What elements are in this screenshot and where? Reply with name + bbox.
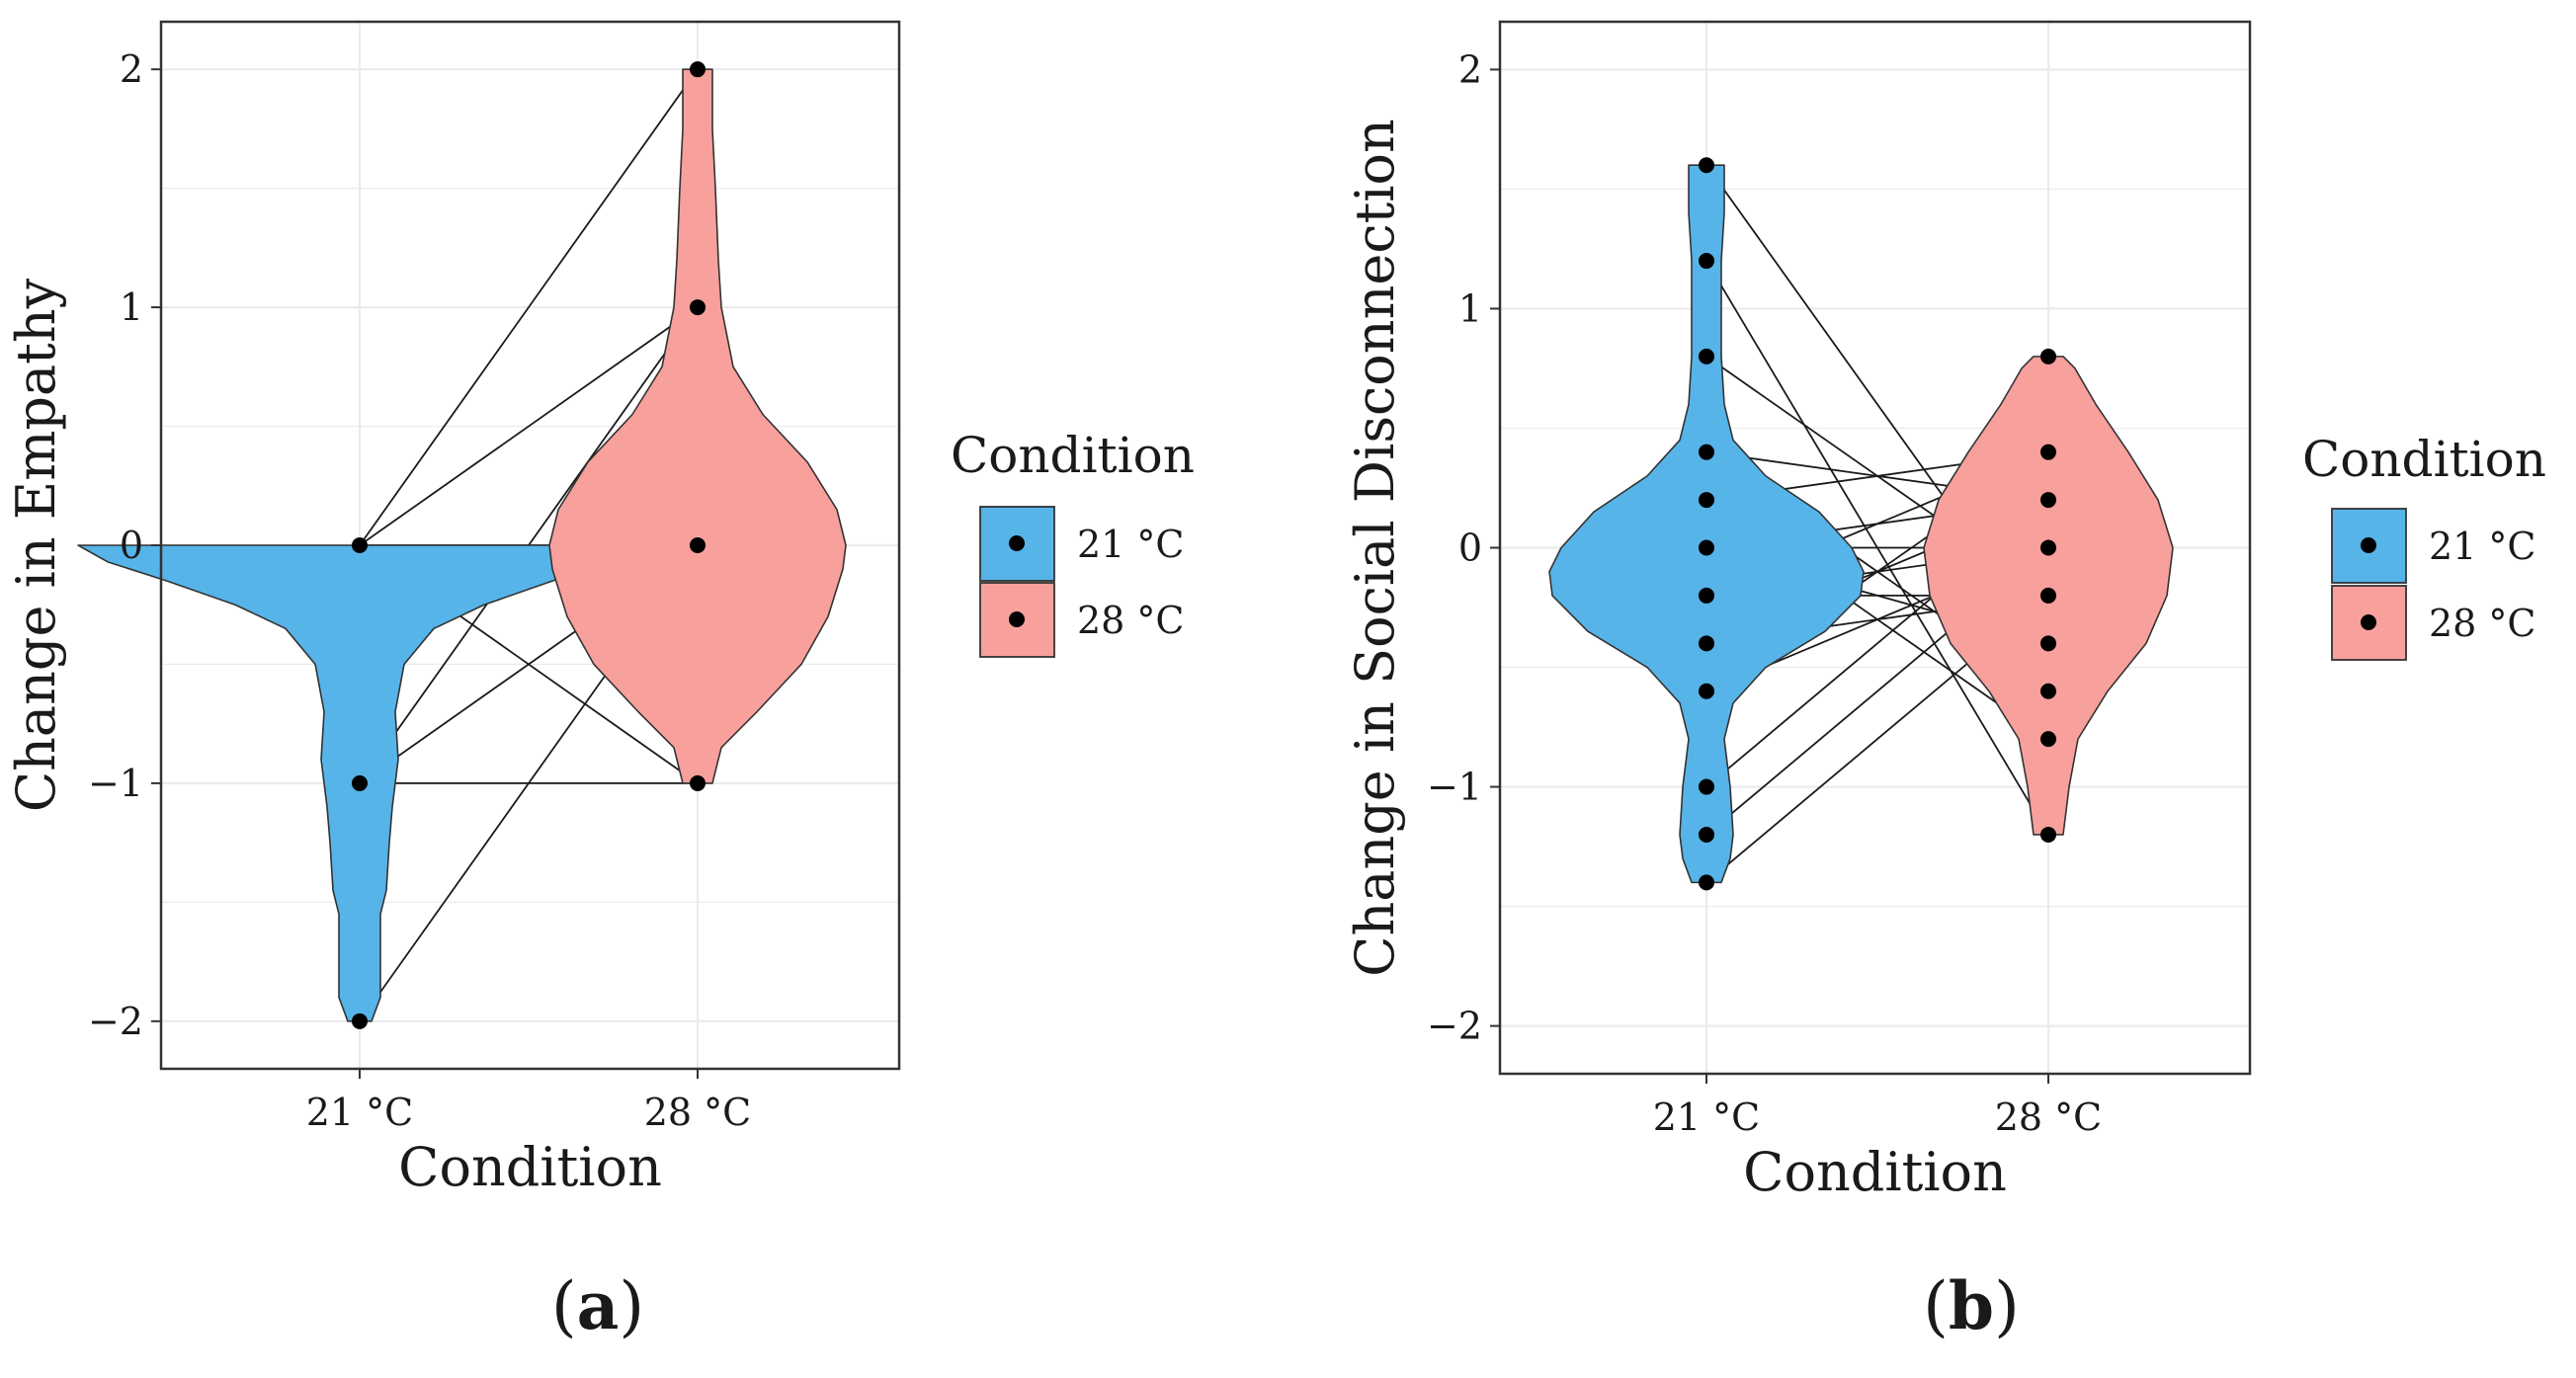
panel-b-legend: Condition 21 °C 28 °C <box>2302 431 2546 661</box>
data-point-28c-4 <box>2040 587 2056 604</box>
data-point-21c-5 <box>1699 539 1714 556</box>
data-point-28c-1 <box>2040 444 2056 460</box>
data-point-21c-6 <box>1699 587 1714 604</box>
legend-label-1: 28 °C <box>2429 602 2536 645</box>
panel-b-label: (b) <box>1923 1267 2020 1344</box>
legend-key-point-1 <box>1009 611 1025 627</box>
data-point-21c-2 <box>352 1013 368 1029</box>
y-tick-label-1: −1 <box>88 762 143 805</box>
panel-b-points <box>1699 157 2056 891</box>
panel-b-legend-title: Condition <box>2302 431 2546 488</box>
data-point-21c-1 <box>1699 253 1714 270</box>
panel-b-y-ticks: −2 −1 0 1 2 <box>1427 47 1500 1048</box>
x-tick-label-1: 28 °C <box>1995 1095 2103 1139</box>
data-point-28c-2 <box>690 537 706 553</box>
panel-a-letter: a <box>577 1267 620 1344</box>
panel-a: −2 −1 0 1 2 21 °C 28 °C Condition Change in E… <box>5 20 1195 1344</box>
panel-b: −2 −1 0 1 2 21 °C 28 °C Condition Change in S… <box>1344 20 2546 1344</box>
data-point-28c-6 <box>2040 683 2056 699</box>
data-point-21c-2 <box>1699 348 1714 365</box>
y-tick-label-4: 2 <box>1458 47 1482 91</box>
data-point-28c-8 <box>2040 826 2056 843</box>
data-point-21c-9 <box>1699 778 1714 795</box>
panel-a-legend-title: Condition <box>951 427 1195 484</box>
legend-label-0: 21 °C <box>1077 523 1185 566</box>
legend-key-point-1 <box>2361 614 2376 630</box>
panel-b-violins <box>1548 164 2174 884</box>
violin-28c <box>548 68 847 784</box>
panel-b-letter: b <box>1949 1267 1994 1344</box>
data-point-21c-4 <box>1699 492 1714 509</box>
legend-key-point-0 <box>1009 535 1025 551</box>
pair-line-0 <box>359 68 699 546</box>
data-point-28c-3 <box>690 774 706 791</box>
panel-a-y-axis-title: Change in Empathy <box>5 278 67 812</box>
data-point-28c-7 <box>2040 731 2056 748</box>
data-point-28c-0 <box>690 61 706 78</box>
panel-a-label: (a) <box>551 1267 644 1344</box>
panel-b-y-axis-title: Change in Social Disconnection <box>1344 119 1406 977</box>
legend-label-1: 28 °C <box>1077 599 1185 642</box>
panel-a-x-ticks: 21 °C 28 °C <box>306 1069 752 1134</box>
y-tick-label-2: 0 <box>120 524 143 567</box>
data-point-21c-11 <box>1699 874 1714 891</box>
y-tick-label-3: 1 <box>120 285 143 329</box>
data-point-21c-1 <box>352 774 368 791</box>
data-point-28c-5 <box>2040 635 2056 652</box>
data-point-21c-0 <box>1699 157 1714 174</box>
y-tick-label-3: 1 <box>1458 286 1482 330</box>
data-point-21c-8 <box>1699 683 1714 699</box>
data-point-28c-2 <box>2040 492 2056 509</box>
data-point-21c-3 <box>1699 444 1714 460</box>
data-point-28c-3 <box>2040 539 2056 556</box>
x-tick-label-0: 21 °C <box>1653 1095 1761 1139</box>
x-tick-label-0: 21 °C <box>306 1091 414 1134</box>
pair-line-1 <box>359 306 699 546</box>
panel-a-x-axis-title: Condition <box>398 1136 662 1198</box>
data-point-21c-0 <box>352 537 368 553</box>
panel-a-y-ticks: −2 −1 0 1 2 <box>88 47 161 1043</box>
legend-label-0: 21 °C <box>2429 525 2536 568</box>
data-point-28c-0 <box>2040 348 2056 365</box>
y-tick-label-0: −2 <box>88 1000 143 1043</box>
data-point-21c-10 <box>1699 826 1714 843</box>
y-tick-label-0: −2 <box>1427 1005 1482 1048</box>
panel-b-x-axis-title: Condition <box>1743 1141 2007 1203</box>
violin-21c <box>1548 164 1865 884</box>
legend-key-point-0 <box>2361 537 2376 553</box>
data-point-21c-7 <box>1699 635 1714 652</box>
panel-a-points <box>352 61 706 1029</box>
y-tick-label-1: −1 <box>1427 766 1482 809</box>
x-tick-label-1: 28 °C <box>644 1091 752 1134</box>
panel-b-x-ticks: 21 °C 28 °C <box>1653 1074 2103 1139</box>
panel-a-legend: Condition 21 °C 28 °C <box>951 427 1195 658</box>
y-tick-label-2: 0 <box>1458 527 1482 570</box>
data-point-28c-1 <box>690 299 706 316</box>
y-tick-label-4: 2 <box>120 47 143 91</box>
